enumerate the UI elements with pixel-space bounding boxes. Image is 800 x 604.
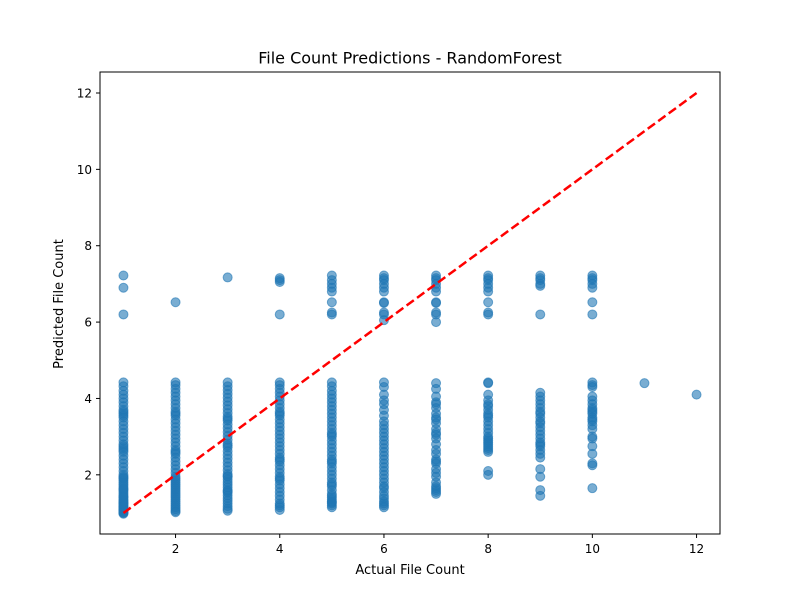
data-point <box>222 470 233 481</box>
data-point <box>274 277 285 287</box>
data-point <box>431 456 442 467</box>
data-point <box>587 282 598 293</box>
data-point <box>483 469 494 480</box>
data-point <box>483 441 494 452</box>
data-point <box>326 456 337 467</box>
y-axis-label: Predicted File Count <box>52 239 67 369</box>
data-point <box>378 298 389 308</box>
data-point <box>326 429 337 440</box>
data-point <box>170 297 181 308</box>
plot-frame <box>99 71 721 535</box>
data-point <box>170 446 181 457</box>
data-point <box>118 445 129 455</box>
y-tick-label: 4 <box>84 392 92 406</box>
data-point <box>118 472 129 483</box>
data-point <box>587 309 598 320</box>
data-point <box>535 416 546 427</box>
data-point <box>118 282 129 293</box>
y-tick-label: 2 <box>84 468 92 482</box>
data-point <box>483 378 494 389</box>
data-point <box>535 439 546 450</box>
data-point <box>222 413 233 424</box>
data-point <box>587 382 598 392</box>
data-point <box>118 410 129 421</box>
data-point <box>587 414 598 425</box>
y-tick-label: 6 <box>84 316 92 330</box>
data-point <box>587 460 598 471</box>
data-point <box>587 483 598 494</box>
data-point <box>222 486 233 497</box>
data-point <box>118 309 129 320</box>
y-tick-label: 12 <box>77 87 92 101</box>
data-point <box>587 433 598 444</box>
data-point <box>483 297 494 308</box>
data-point <box>431 429 442 440</box>
data-point <box>483 309 494 320</box>
data-point <box>326 286 337 297</box>
data-point <box>326 497 337 508</box>
data-point <box>222 272 233 283</box>
data-point <box>535 490 546 501</box>
data-point <box>326 309 337 320</box>
data-point <box>378 286 389 297</box>
data-point <box>639 378 650 389</box>
axes: 2 4 6 8 10 12 2 4 6 8 10 12 <box>77 71 721 556</box>
x-tick-label: 2 <box>172 542 180 556</box>
data-point <box>326 297 337 308</box>
data-point <box>431 399 442 410</box>
data-point <box>535 280 546 291</box>
reference-line-layer <box>122 91 698 515</box>
chart-title: File Count Predictions - RandomForest <box>258 49 562 68</box>
data-point <box>274 473 285 484</box>
data-point <box>274 500 285 511</box>
data-point <box>274 309 285 320</box>
data-point <box>222 505 233 516</box>
data-point <box>326 479 337 490</box>
x-tick-label: 10 <box>585 542 600 556</box>
x-tick-label: 12 <box>689 542 704 556</box>
data-point <box>170 507 181 518</box>
data-point <box>431 487 442 497</box>
y-tick-label: 10 <box>77 163 92 177</box>
reference-line <box>122 91 698 515</box>
data-point <box>431 286 442 297</box>
data-point <box>118 270 129 281</box>
data-point <box>483 410 494 421</box>
data-point <box>222 440 233 451</box>
data-point <box>535 309 546 320</box>
data-point <box>274 454 285 465</box>
data-point <box>535 452 546 463</box>
x-tick-label: 8 <box>484 542 492 556</box>
data-point <box>170 408 181 419</box>
data-point <box>431 317 442 328</box>
x-tick-label: 4 <box>276 542 284 556</box>
x-tick-label: 6 <box>380 542 388 556</box>
x-axis-label: Actual File Count <box>355 563 464 578</box>
data-point <box>274 408 285 419</box>
data-point <box>691 389 702 400</box>
data-point <box>483 286 494 297</box>
data-point <box>431 298 442 308</box>
data-point <box>535 471 546 482</box>
data-point <box>587 448 598 459</box>
data-point <box>587 297 598 308</box>
data-point <box>378 502 389 513</box>
data-point <box>431 414 442 425</box>
y-tick-label: 8 <box>84 239 92 253</box>
